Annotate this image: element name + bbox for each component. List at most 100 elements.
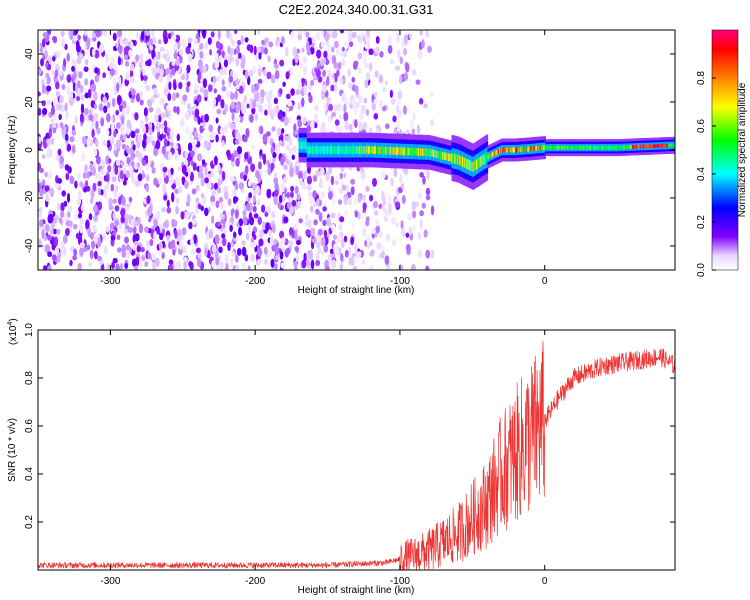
spectrogram-cell <box>324 127 330 134</box>
spectrogram-cell <box>216 94 222 102</box>
spectrogram-cell <box>350 256 355 266</box>
spectrogram-cell <box>219 261 224 270</box>
spectrogram-cell <box>192 218 197 226</box>
spectrogram-cell <box>246 44 252 51</box>
spectrogram-cell <box>54 69 59 78</box>
spectrogram-cell <box>211 190 216 196</box>
spectrogram-cell <box>320 167 325 177</box>
spectrogram-cell <box>94 49 100 59</box>
spectrogram-cell <box>344 210 349 216</box>
spectrogram-cell <box>358 146 361 154</box>
spectrogram-cell <box>71 59 75 66</box>
spectrogram-cell <box>103 185 108 195</box>
spectrogram-cell <box>78 190 82 198</box>
spectrogram-cell <box>259 149 263 157</box>
spectrogram-cell <box>258 229 264 239</box>
spectrogram-cell <box>370 146 373 154</box>
spectrogram-cell <box>42 38 46 48</box>
spectrogram-cell <box>234 78 240 85</box>
spectrogram-cell <box>294 231 298 240</box>
spectrogram-cell <box>316 242 321 248</box>
spectrogram-cell <box>113 148 118 156</box>
spectrogram-cell <box>356 101 360 109</box>
spectrogram-cell <box>63 58 67 68</box>
spectrogram-cell <box>421 148 424 156</box>
spectrogram-cell <box>51 137 55 145</box>
spectrogram-cell <box>119 36 124 46</box>
spectrogram-cell <box>211 215 215 224</box>
spectrogram-cell <box>145 84 151 92</box>
spectrogram-cell <box>140 246 145 253</box>
spectrogram-cell <box>284 135 290 142</box>
spectrogram-cell <box>251 230 256 238</box>
spectrogram-cell <box>177 166 181 172</box>
spectrogram-cell <box>383 216 389 222</box>
spectrogram-cell <box>363 146 366 154</box>
spectrogram-cell <box>73 71 77 80</box>
spectrogram-cell <box>47 265 52 270</box>
spectrogram-cell <box>283 176 287 184</box>
figure-title: C2E2.2024.340.00.31.G31 <box>279 2 434 17</box>
spectrogram-cell <box>269 236 274 246</box>
spectrogram-cell <box>84 30 88 37</box>
spectrogram-cell <box>122 180 127 186</box>
spectrogram-cell <box>431 149 434 157</box>
spectrogram-cell <box>218 169 223 175</box>
spectrogram-cell <box>264 91 269 101</box>
spectrogram-cell <box>233 231 237 239</box>
spectrogram-cell <box>48 171 52 180</box>
spectrogram-cell <box>58 114 62 120</box>
spectrogram-cell <box>273 239 278 245</box>
spectrogram-cell <box>380 251 385 259</box>
spectrogram-cell <box>43 235 48 242</box>
spectrogram-cell <box>243 216 248 226</box>
spectrogram-cell <box>384 80 388 86</box>
spectrogram-cell <box>441 151 443 160</box>
spectrogram-cell <box>612 145 615 150</box>
spectrogram-cell <box>537 145 540 151</box>
spectrogram-cell <box>192 162 197 171</box>
spectrogram-cell <box>439 151 442 159</box>
spectrogram-cell <box>340 146 343 154</box>
spectrogram-cell <box>177 235 182 242</box>
spectrogram-cell <box>204 41 208 50</box>
spectrogram-cell <box>79 223 84 234</box>
spectrogram-cell <box>268 229 272 237</box>
spectrogram-cell <box>135 233 140 242</box>
spectrogram-cell <box>397 125 400 133</box>
spectrogram-cell <box>106 140 111 148</box>
spectrogram-cell <box>310 146 313 154</box>
spectrogram-cell <box>47 99 51 105</box>
spectrogram-cell <box>169 175 174 185</box>
spectrogram-cell <box>38 143 42 151</box>
spectrogram-cell <box>393 147 396 155</box>
spectrogram-cell <box>444 152 447 161</box>
spectrogram-cell <box>352 265 358 270</box>
spectrogram-cell <box>108 158 112 164</box>
spectrogram-cell <box>540 145 543 151</box>
spectrogram-cell <box>354 146 357 154</box>
spectrogram-cell <box>192 154 197 163</box>
spectrogram-cell <box>156 227 161 235</box>
spectrogram-cell <box>107 165 112 173</box>
spectrogram-cell <box>339 172 344 180</box>
spectrogram-cell <box>244 165 249 175</box>
spectrogram-cell <box>245 128 250 138</box>
spectrogram-cell <box>224 123 228 134</box>
spectrogram-cell <box>95 172 100 180</box>
spectrogram-cell <box>632 145 634 149</box>
spectrogram-cell <box>75 83 79 94</box>
spectrogram-cell <box>500 148 502 154</box>
spectrogram-cell <box>114 219 119 227</box>
spectrogram-cell <box>259 125 264 135</box>
spectrogram-cell <box>119 134 124 142</box>
spectrogram-cell <box>252 65 256 75</box>
spectrogram-cell <box>368 146 370 154</box>
spectrogram-cell <box>341 184 346 191</box>
spectrogram-cell <box>419 30 423 36</box>
spectrogram-cell <box>102 233 107 240</box>
spectrogram-cell <box>125 71 130 81</box>
spectrogram-cell <box>266 188 272 199</box>
spectrogram-cell <box>452 153 455 164</box>
